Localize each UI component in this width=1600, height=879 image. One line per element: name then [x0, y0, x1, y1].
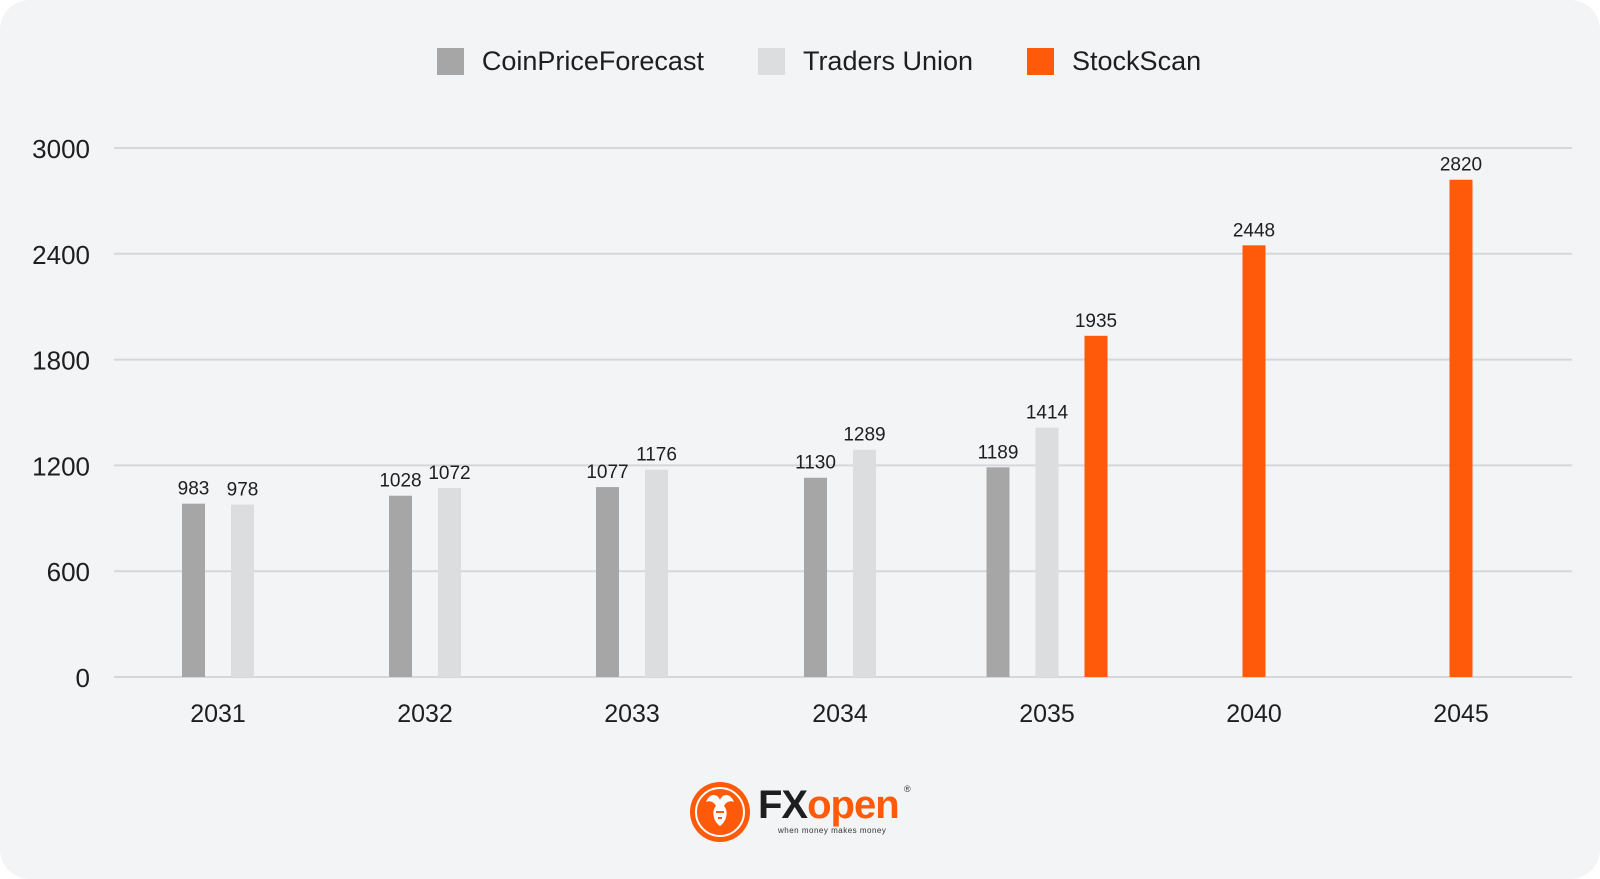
- y-tick-label-2400: 2400: [32, 240, 90, 270]
- bar-traders-union-2034: [853, 449, 876, 677]
- logo-open: open: [807, 783, 900, 827]
- x-tick-label-2045: 2045: [1433, 700, 1489, 728]
- data-label-coinpriceforecast-2032: 1028: [379, 471, 421, 492]
- legend-item-traders-union: Traders Union: [757, 46, 974, 77]
- logo-fx: FX: [758, 783, 808, 827]
- bar-coinpriceforecast-2031: [182, 503, 205, 677]
- data-label-stockscan-2040: 2448: [1233, 220, 1275, 241]
- legend-item-coinpriceforecast: CoinPriceForecast: [436, 46, 704, 77]
- bar-coinpriceforecast-2034: [804, 477, 827, 677]
- data-label-stockscan-2035: 1935: [1075, 311, 1117, 332]
- x-tick-label-2031: 2031: [190, 700, 246, 728]
- x-tick-label-2032: 2032: [397, 700, 453, 728]
- logo-registered: ®: [904, 784, 911, 794]
- data-label-traders-union-2035: 1414: [1026, 403, 1069, 424]
- bar-coinpriceforecast-2032: [389, 495, 412, 677]
- legend-swatch-stockscan: [1027, 48, 1055, 75]
- x-tick-label-2035: 2035: [1019, 700, 1075, 728]
- data-label-coinpriceforecast-2035: 1189: [978, 442, 1019, 463]
- legend-swatch-coinpriceforecast: [436, 48, 464, 75]
- bar-stockscan-2035: [1084, 335, 1108, 677]
- bull-logo-icon: [690, 782, 750, 842]
- data-label-traders-union-2031: 978: [227, 480, 259, 501]
- bar-coinpriceforecast-2033: [596, 487, 619, 677]
- y-tick-label-0: 0: [76, 663, 90, 693]
- data-label-coinpriceforecast-2033: 1077: [586, 462, 628, 483]
- data-label-stockscan-2045: 2820: [1440, 155, 1482, 176]
- data-label-traders-union-2032: 1072: [428, 463, 470, 484]
- y-tick-label-600: 600: [47, 557, 90, 587]
- data-label-coinpriceforecast-2034: 1130: [795, 453, 836, 474]
- bar-traders-union-2035: [1035, 427, 1059, 677]
- bar-traders-union-2033: [645, 469, 668, 677]
- logo-wordmark: FXopen: [758, 780, 900, 830]
- bar-coinpriceforecast-2035: [986, 467, 1010, 677]
- legend-label-stockscan: StockScan: [1072, 46, 1202, 76]
- bar-stockscan-2040: [1242, 245, 1266, 677]
- x-tick-label-2034: 2034: [812, 700, 868, 728]
- y-tick-label-1200: 1200: [32, 451, 90, 481]
- y-tick-label-1800: 1800: [32, 346, 90, 376]
- data-label-traders-union-2034: 1289: [843, 425, 885, 446]
- data-label-traders-union-2033: 1176: [636, 445, 677, 466]
- x-tick-label-2033: 2033: [604, 700, 660, 728]
- legend-label-traders-union: Traders Union: [802, 46, 974, 76]
- x-tick-label-2040: 2040: [1226, 700, 1282, 728]
- data-label-coinpriceforecast-2031: 983: [178, 479, 210, 500]
- fxopen-logo: FXopen ® when money makes money: [688, 780, 918, 846]
- legend-item-stockscan: StockScan: [1027, 46, 1201, 77]
- legend-label-coinpriceforecast: CoinPriceForecast: [481, 46, 704, 76]
- bar-stockscan-2045: [1449, 179, 1473, 678]
- legend: CoinPriceForecast Traders Union StockSca…: [0, 46, 1600, 77]
- bar-traders-union-2031: [231, 504, 254, 677]
- logo-tagline: when money makes money: [778, 826, 887, 835]
- legend-swatch-traders-union: [757, 48, 785, 75]
- bar-traders-union-2032: [438, 487, 461, 677]
- y-tick-label-3000: 3000: [32, 134, 90, 164]
